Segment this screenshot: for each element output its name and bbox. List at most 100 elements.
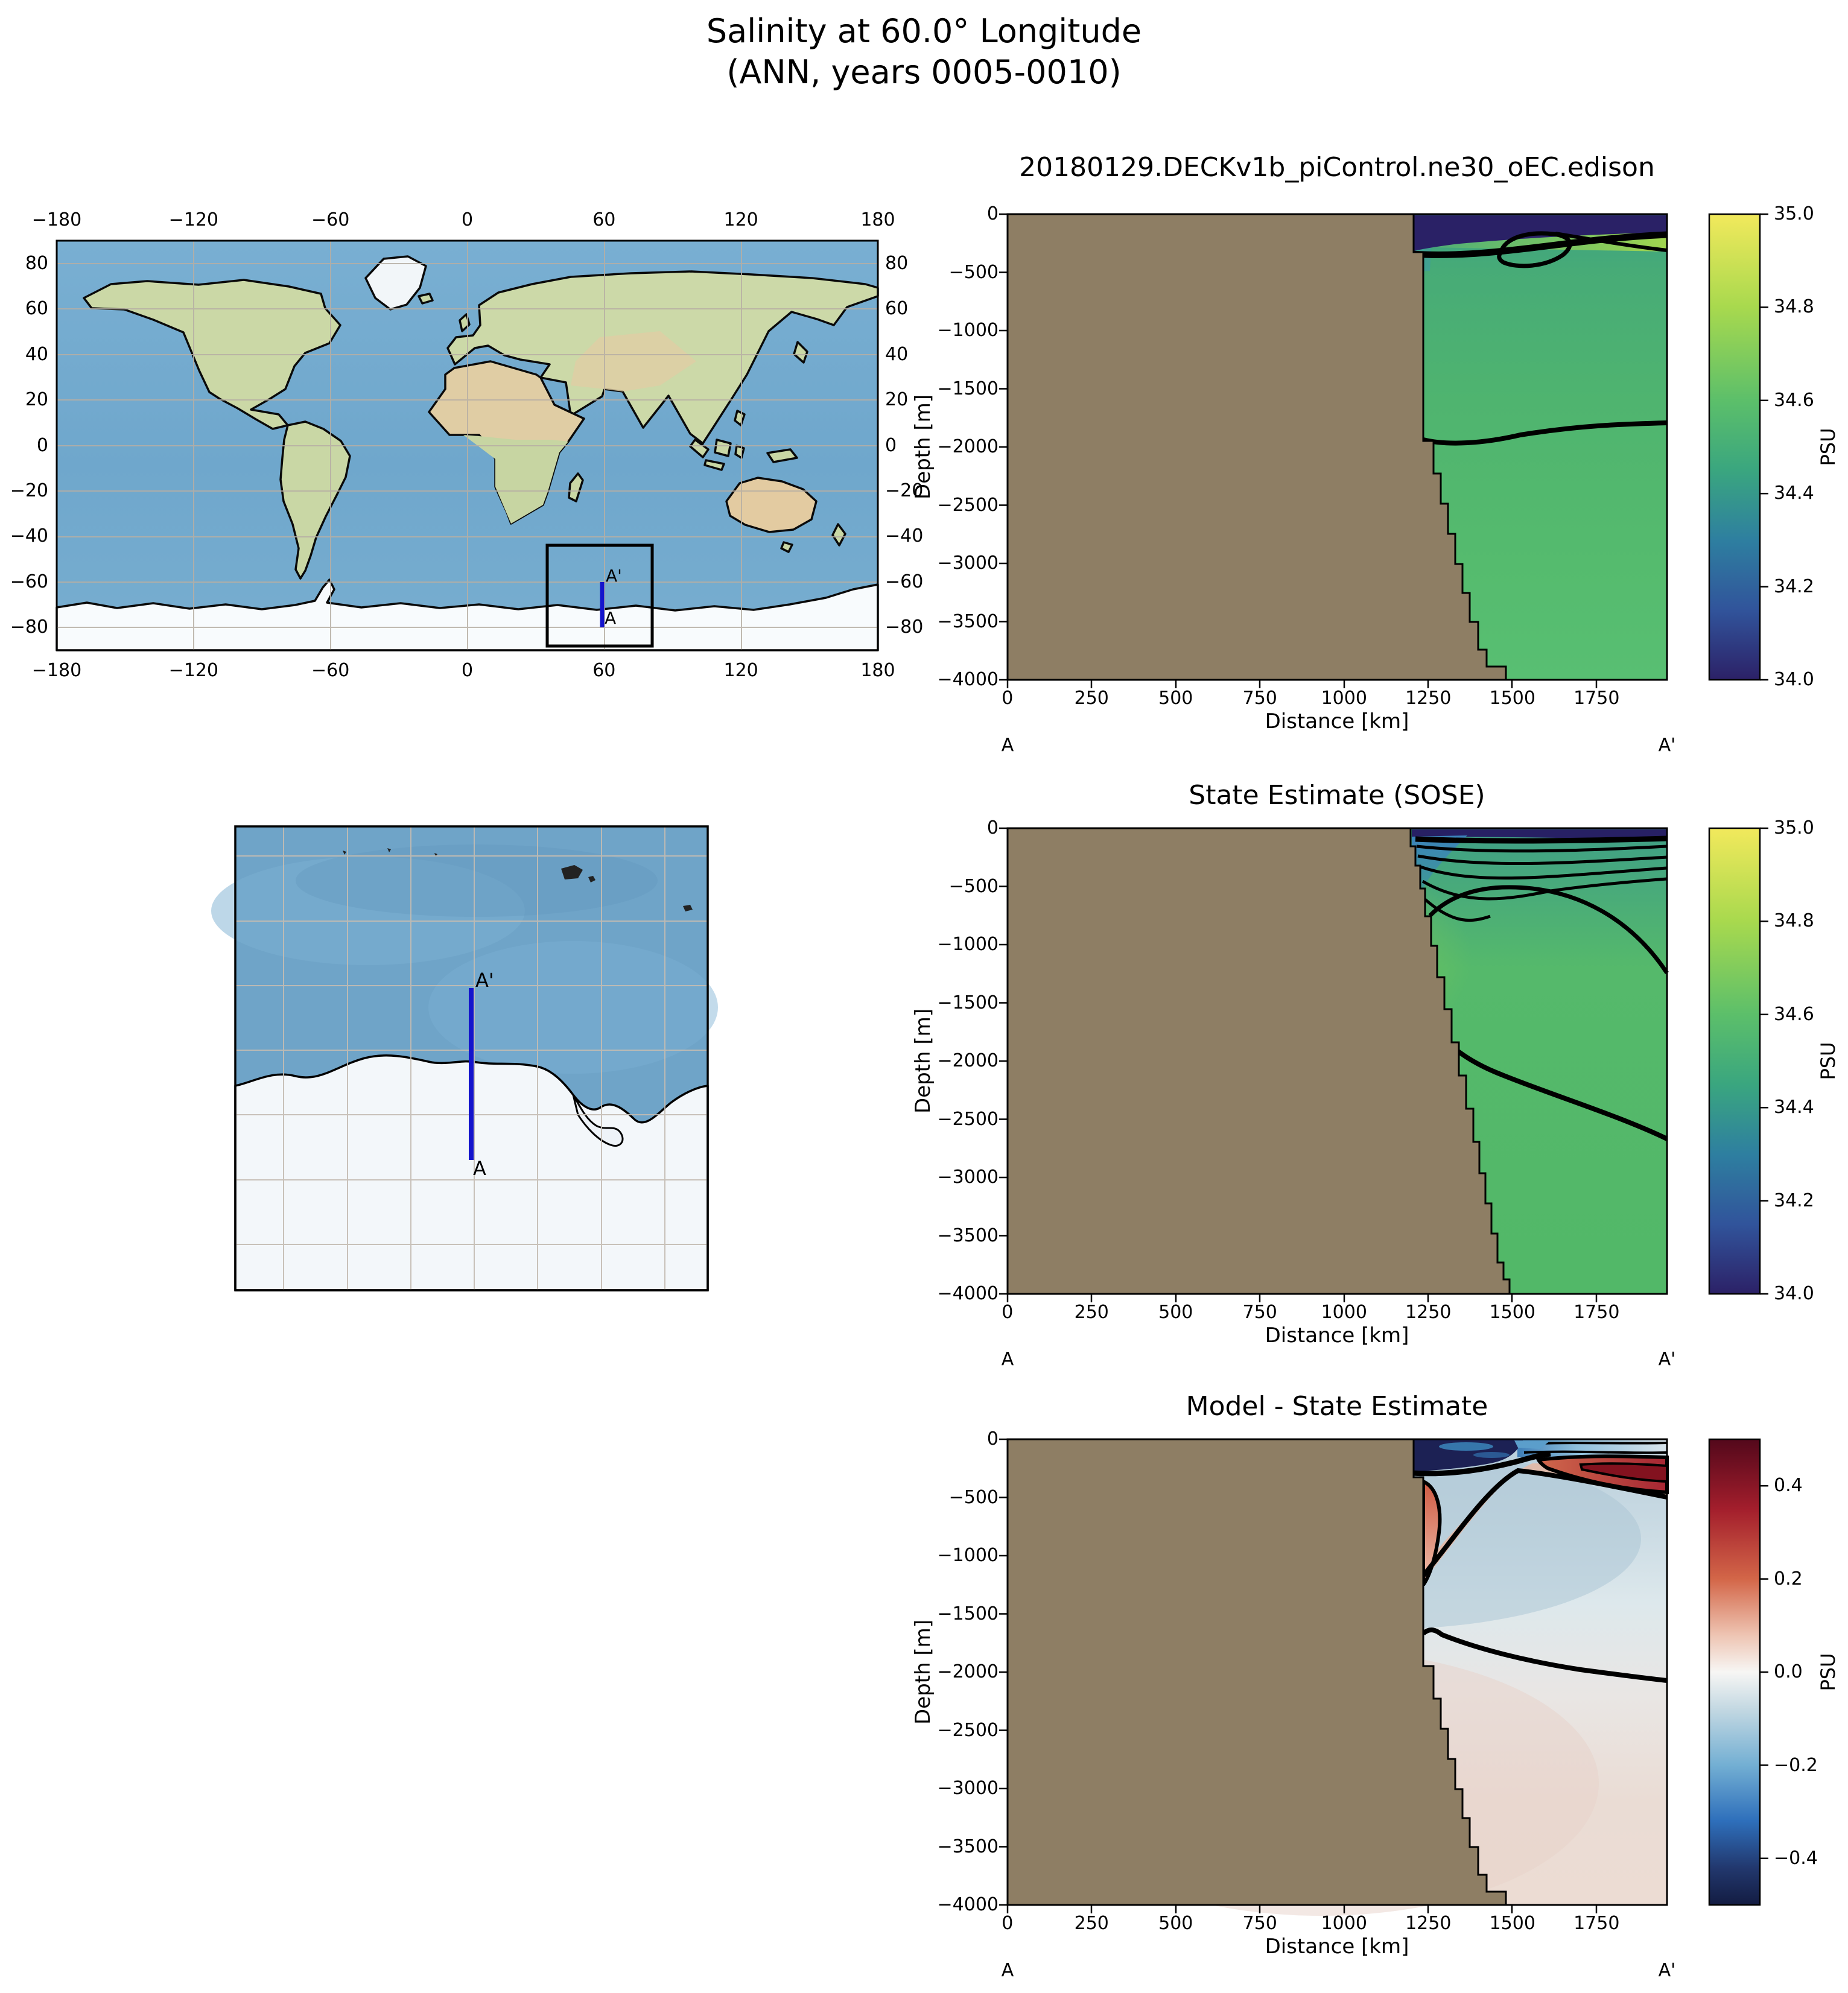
tick-label: 34.0	[1774, 668, 1814, 690]
colorbar-gradient	[1708, 1438, 1761, 1906]
contour-thick	[1411, 231, 1668, 258]
tick-label: 34.2	[1774, 1190, 1814, 1211]
ocean-texture	[296, 844, 658, 917]
panel2-colorbar-unit: PSU	[1817, 1042, 1840, 1080]
panel3-colorbar-labels: 0.4 0.2 0.0 −0.2 −0.4	[1774, 1475, 1846, 1869]
tick-label: −1000	[937, 320, 999, 341]
tick-label: 34.6	[1774, 389, 1814, 411]
tick-label: 1500	[1489, 1913, 1535, 1934]
tick-label: 0	[461, 209, 474, 230]
ocean-texture	[211, 857, 525, 965]
panel3-colorbar-unit: PSU	[1817, 1653, 1840, 1691]
map-graticule	[57, 241, 878, 650]
tick-label: −120	[168, 209, 219, 230]
contour-zero	[1421, 1627, 1668, 1683]
panel3-xtick-labels: 0 250 500 750 1000 1250 1500 1750	[965, 1913, 1639, 1934]
swirl-light-blue	[1439, 1442, 1493, 1451]
tick-label: 1000	[1321, 1302, 1367, 1323]
panel2-ytick-labels: 0 −500 −1000 −1500 −2000 −2500 −3000 −35…	[908, 817, 999, 1305]
panel1-colorbar	[1708, 213, 1768, 681]
tick-label: −3500	[937, 610, 999, 632]
tick-label: 120	[723, 660, 758, 681]
panel1-section-start: A	[1001, 735, 1014, 756]
iceland	[418, 293, 434, 305]
contour-loop	[1497, 231, 1572, 268]
tick-label: −3000	[937, 1167, 999, 1188]
world-map	[56, 239, 879, 651]
tick-label: 750	[1242, 1913, 1277, 1934]
ocean-texture	[428, 941, 718, 1074]
inset-transect-start-label: A	[473, 1157, 486, 1180]
contour-mid-depth	[1423, 420, 1668, 446]
axis-ticks	[999, 827, 1598, 1302]
tick-label: 120	[723, 209, 758, 230]
map-lat-labels-left: 80 60 40 20 0 −20 −40 −60 −80	[0, 253, 48, 638]
tick-label: 250	[1074, 1302, 1109, 1323]
tick-label: 34.4	[1774, 483, 1814, 504]
colorbar-ticks	[1760, 827, 1768, 1295]
tick-label: −2000	[937, 1661, 999, 1682]
tick-label: 500	[1158, 1913, 1193, 1934]
tick-label: −4000	[937, 1894, 999, 1915]
south-america	[279, 420, 351, 580]
tick-label: 1250	[1405, 1913, 1452, 1934]
surface-streak-contour	[1523, 1450, 1668, 1454]
tick-label: 0.2	[1774, 1568, 1803, 1589]
tick-label: −4000	[937, 669, 999, 690]
panel1-colorbar-unit: PSU	[1817, 428, 1840, 466]
panel1-plot	[999, 213, 1668, 688]
panel2-xtick-labels: 0 250 500 750 1000 1250 1500 1750	[965, 1302, 1639, 1323]
tick-label: 34.8	[1774, 296, 1814, 318]
tick-label: −60	[885, 571, 924, 592]
contour-line	[1555, 232, 1668, 252]
tick-label: 20	[885, 389, 909, 411]
panel3-section-start: A	[1001, 1960, 1014, 1981]
tick-label: −3000	[937, 1778, 999, 1799]
japan	[793, 341, 808, 364]
tick-label: 1000	[1321, 688, 1367, 709]
tick-label: 0	[986, 1428, 999, 1450]
panel2-section-end: A'	[1658, 1349, 1676, 1370]
panel2-ylabel: Depth [m]	[911, 1008, 935, 1114]
tick-label: 34.8	[1774, 910, 1814, 932]
tick-label: 0	[1002, 1302, 1014, 1323]
inset-islands	[561, 865, 693, 911]
tick-label: 0	[461, 660, 474, 681]
sulawesi	[734, 445, 745, 459]
tick-label: 0	[986, 817, 999, 838]
tick-label: −60	[311, 209, 350, 230]
tick-label: −1500	[937, 378, 999, 399]
map-lon-labels-top: −180 −120 −60 0 60 120 180	[11, 209, 923, 231]
tick-label: 34.0	[1774, 1282, 1814, 1304]
central-asia-desert	[571, 331, 696, 391]
tick-label: −3500	[937, 1225, 999, 1246]
inset-peninsula-detail	[572, 1094, 624, 1147]
tick-label: −60	[10, 571, 48, 592]
panel1-section-end: A'	[1658, 735, 1676, 756]
swirl-steel-blue	[1514, 1440, 1551, 1449]
panel2-section-start: A	[1001, 1349, 1014, 1370]
inset-transect-end-label: A'	[475, 969, 494, 992]
panel1-colorbar-labels: 35.0 34.8 34.6 34.4 34.2 34.0	[1774, 203, 1840, 691]
tick-label: 250	[1074, 688, 1109, 709]
tick-label: −0.2	[1774, 1754, 1818, 1776]
contour-under-surface	[1411, 1451, 1551, 1477]
region-box	[545, 543, 654, 648]
panel3-colorbar	[1708, 1438, 1768, 1906]
tick-label: 0.4	[1774, 1475, 1803, 1496]
tick-label: 1000	[1321, 1913, 1367, 1934]
tick-label: 60	[25, 298, 48, 320]
map-transect-end-label: A'	[606, 566, 622, 586]
tick-label: 34.2	[1774, 575, 1814, 597]
tick-label: 1500	[1489, 688, 1535, 709]
tick-label: −180	[31, 209, 82, 230]
tick-label: −40	[10, 525, 48, 547]
tick-label: 180	[860, 660, 895, 681]
tick-label: 0	[885, 434, 897, 456]
map-lon-labels-bottom: −180 −120 −60 0 60 120 180	[11, 660, 923, 682]
inset-graticule	[235, 826, 708, 1290]
tick-label: 60	[592, 209, 616, 230]
tick-label: 0	[986, 203, 999, 224]
sub-saharan-africa	[463, 435, 568, 524]
